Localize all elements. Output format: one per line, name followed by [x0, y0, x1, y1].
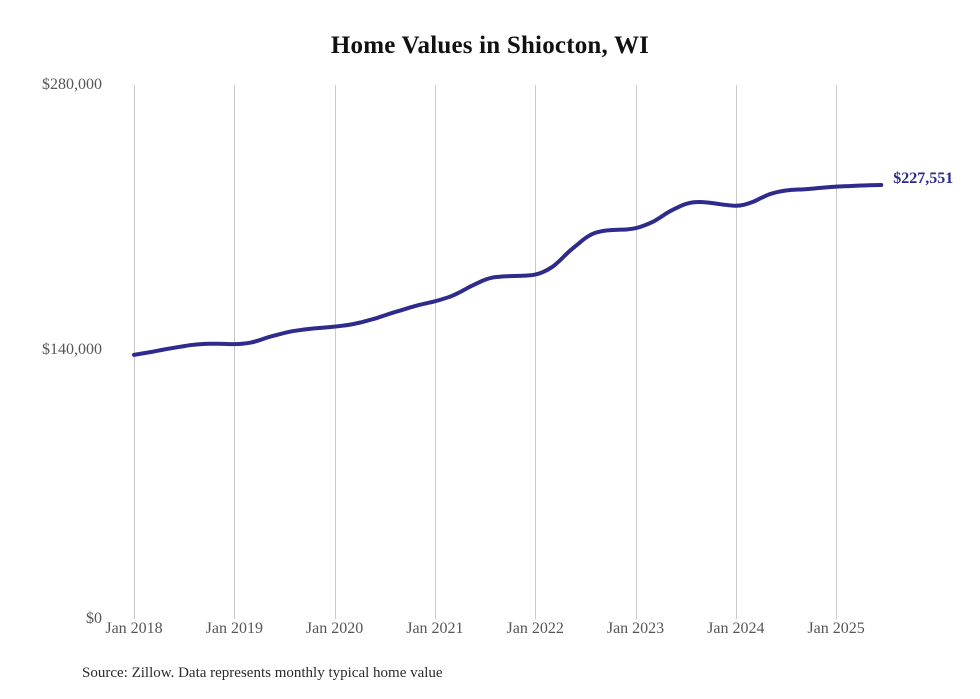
series-end-value-label: $227,551	[893, 170, 954, 188]
y-axis-tick-140000: $140,000	[42, 341, 102, 358]
x-axis-tick-2021: Jan 2021	[406, 620, 464, 637]
x-axis-tick-2025: Jan 2025	[807, 620, 865, 637]
chart-title: Home Values in Shiocton, WI	[330, 32, 650, 59]
source-note: Source: Zillow. Data represents monthly …	[82, 665, 443, 681]
x-axis-tick-2020: Jan 2020	[305, 620, 364, 637]
x-axis-tick-2024: Jan 2024	[707, 620, 765, 637]
x-axis-tick-2022: Jan 2022	[506, 620, 564, 637]
gridlines-group	[134, 85, 837, 619]
x-axis-tick-2023: Jan 2023	[606, 620, 665, 637]
y-axis-tick-280000: $280,000	[42, 76, 102, 93]
x-axis-tick-2019: Jan 2019	[205, 620, 263, 637]
y-axis-tick-0: $0	[86, 610, 102, 627]
x-axis-tick-2018: Jan 2018	[105, 620, 163, 637]
series-line-typical-home-value	[132, 183, 884, 357]
